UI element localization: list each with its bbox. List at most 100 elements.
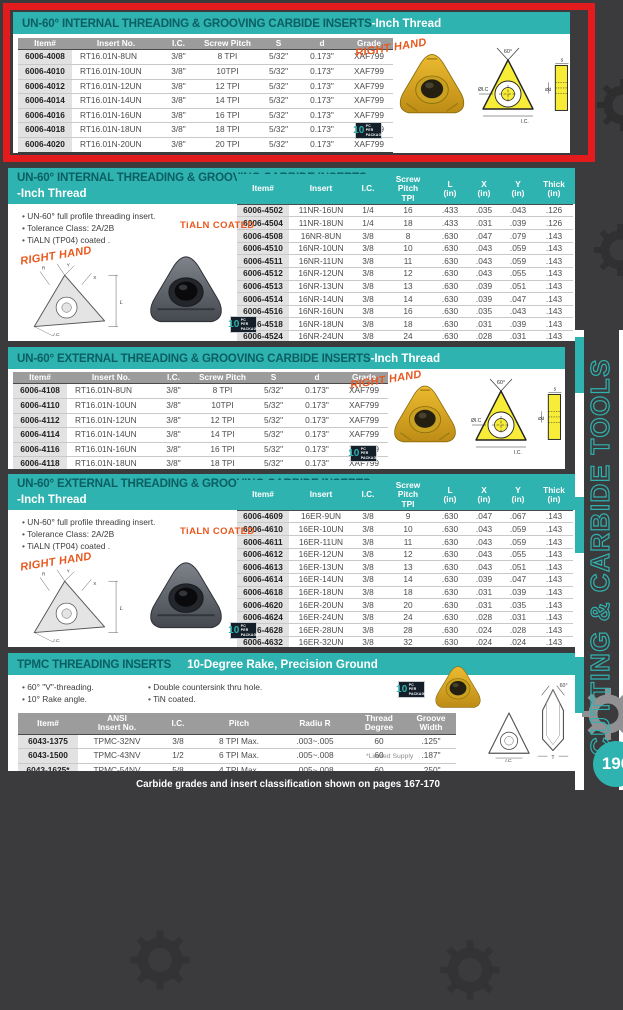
item-number: 6006-4516: [237, 304, 289, 319]
column-header: Pitch: [200, 713, 278, 735]
table-row: 6006-4012 RT16.01N-12UN 3/8" 12 TPI 5/32" 0.1…: [18, 78, 393, 95]
ten-per-package-badge: 10 PC PER PACKAGE: [396, 681, 427, 698]
item-number: 6006-4510: [237, 242, 289, 256]
column-header: Item#: [18, 713, 78, 735]
column-header: Item#: [237, 480, 289, 511]
item-number: 6006-4508: [237, 229, 289, 243]
section-title: UN-60° INTERNAL THREADING & GROOVING CAR…: [22, 17, 372, 30]
bullet: Tolerance Class: 2A/2B: [22, 222, 192, 234]
column-header: I.C.: [353, 480, 383, 511]
item-number: 6006-4624: [237, 611, 289, 625]
table-row: 6006-4510 16NR-10UN 3/8 10.630.043.059.143: [237, 242, 573, 256]
insert-spec-table: Item# Insert I.C. Screw Pitch TPI L (in) X (i…: [237, 480, 573, 647]
table-row: 6006-4512 16NR-12UN 3/8 12.630.043.055.143: [237, 266, 573, 281]
item-number: 6006-4610: [237, 522, 289, 537]
svg-text:L: L: [120, 606, 123, 612]
svg-text:T: T: [551, 755, 555, 761]
column-header: ANSI Insert No.: [78, 713, 156, 735]
item-number: 6006-4513: [237, 280, 289, 294]
column-header: X (in): [467, 480, 501, 511]
column-header: I.C.: [353, 174, 383, 205]
column-header: Screw Pitch TPI: [383, 174, 433, 205]
bullet: Tolerance Class: 2A/2B: [22, 528, 192, 540]
svg-text:X: X: [93, 581, 97, 587]
footer-note: Carbide grades and insert classification…: [136, 779, 440, 790]
insert-spec-table: Item# Insert I.C. Screw Pitch TPI L (in) X (i…: [237, 174, 573, 341]
item-number: 6043-1375: [18, 734, 78, 750]
coated-insert-photo: [150, 562, 222, 629]
item-number: 6006-4512: [237, 266, 289, 281]
table-row: 6006-4114 RT16.01N-14UN 3/8" 14 TPI 5/32" 0.1…: [13, 427, 388, 443]
gold-insert-photo: [399, 54, 465, 114]
column-header: Screw Pitch: [192, 372, 253, 385]
bullet: 60° "V"-threading.: [22, 681, 140, 693]
gold-insert-photo: [394, 385, 456, 443]
svg-text:Ød: Ød: [545, 87, 552, 92]
line-drawing-diagram: Y R X L I.C.: [33, 263, 123, 338]
item-number: 6006-4612: [237, 547, 289, 562]
table-row: 6006-4609 16ER-9UN 3/8 9.630.047.067.143: [237, 510, 573, 524]
table-row: 6006-4628 16ER-28UN 3/8 28.630.024.028.143: [237, 623, 573, 637]
table-row: 6006-4108 RT16.01N-8UN 3/8" 8 TPI 5/32" 0.173…: [13, 383, 388, 399]
column-header: S: [258, 38, 299, 51]
table-row: 6006-4618 16ER-18UN 3/8 18.630.031.039.143: [237, 585, 573, 600]
column-header: Grade: [340, 372, 388, 385]
table-row: 6006-4112 RT16.01N-12UN 3/8" 12 TPI 5/32" 0.1…: [13, 412, 388, 429]
column-header: Item#: [13, 372, 67, 385]
ten-per-package-badge: 10 PC PER PACKAGE: [348, 445, 379, 462]
table-row: 6006-4614 16ER-14UN 3/8 14.630.039.047.143: [237, 573, 573, 587]
section-header: UN-60° EXTERNAL THREADING & GROOVING CAR…: [8, 347, 565, 369]
table-row: 6006-4511 16NR-11UN 3/8 11.630.043.059.143: [237, 254, 573, 268]
item-number: 6006-4514: [237, 292, 289, 306]
item-number: 6006-4511: [237, 254, 289, 268]
limited-supply-note: *Limited Supply: [366, 753, 414, 760]
gear-decoration: [588, 70, 623, 140]
column-header: Groove Width: [406, 713, 456, 735]
item-number: 6006-4012: [18, 78, 72, 95]
item-number: 6006-4632: [237, 636, 289, 647]
item-number: 6006-4502: [237, 204, 289, 218]
table-row: 6006-4611 16ER-11UN 3/8 11.630.043.059.143: [237, 535, 573, 549]
gear-decoration: [120, 920, 200, 1000]
item-number: 6006-4614: [237, 573, 289, 587]
item-number: 6006-4116: [13, 441, 67, 458]
page-edge-strip: [619, 330, 623, 790]
section-title: TPMC THREADING INSERTS: [17, 658, 172, 671]
table-row: 6006-4110 RT16.01N-10UN 3/8" 10TPI 5/32" 0.17…: [13, 398, 388, 414]
feature-bullets: Double countersink thru hole. TiN coated…: [148, 681, 318, 705]
svg-text:R: R: [42, 572, 46, 578]
item-number: 6043-1625*: [18, 762, 78, 771]
coating-label: TiALN COATED: [180, 220, 255, 231]
table-row: 6006-4020 RT16.01N-20UN 3/8" 20 TPI 5/32" 0.1…: [18, 137, 393, 153]
table-row: 6006-4514 16NR-14UN 3/8 14.630.039.047.143: [237, 292, 573, 306]
item-number: 6006-4010: [18, 64, 72, 80]
column-header: Radiu R: [278, 713, 352, 735]
section-subtitle: -Inch Thread: [371, 17, 442, 30]
insert-spec-table: Item# ANSI Insert No. I.C. Pitch Radiu R Thre…: [18, 713, 456, 771]
section-external-threading-top: UN-60° EXTERNAL THREADING & GROOVING CAR…: [8, 347, 565, 469]
item-number: 6006-4118: [13, 456, 67, 469]
item-number: 6006-4618: [237, 585, 289, 600]
svg-text:60°: 60°: [504, 49, 512, 55]
column-header: Insert No.: [72, 38, 160, 51]
line-drawing-diagram: Y R X L I.C.: [33, 569, 123, 644]
bullet: UN-60° full profile threading insert.: [22, 516, 192, 528]
svg-text:60°: 60°: [497, 380, 505, 386]
ten-per-package-badge: 10 PC PER PACKAGE: [228, 316, 259, 333]
tpmc-triangle-diagram: I.C.: [488, 712, 530, 763]
column-header: Y (in): [501, 174, 535, 205]
table-row: 6006-4010 RT16.01N-10UN 3/8" 10TPI 5/32" 0.17…: [18, 64, 393, 80]
feature-bullets: 60° "V"-threading. 10° Rake angle.: [22, 681, 140, 705]
item-number: 6006-4008: [18, 49, 72, 65]
feature-bullets: UN-60° full profile threading insert. To…: [22, 210, 192, 247]
svg-text:s: s: [561, 58, 564, 64]
sidebar-tab: [575, 657, 584, 713]
section-header: TPMC THREADING INSERTS 10-Degree Rake, Pr…: [8, 653, 575, 675]
sidebar-tab: [575, 337, 584, 393]
item-number: 6006-4110: [13, 398, 67, 414]
item-number: 6006-4018: [18, 122, 72, 138]
column-header: Insert: [289, 174, 353, 205]
table-row: 6006-4014 RT16.01N-14UN 3/8" 14 TPI 5/32" 0.1…: [18, 93, 393, 109]
